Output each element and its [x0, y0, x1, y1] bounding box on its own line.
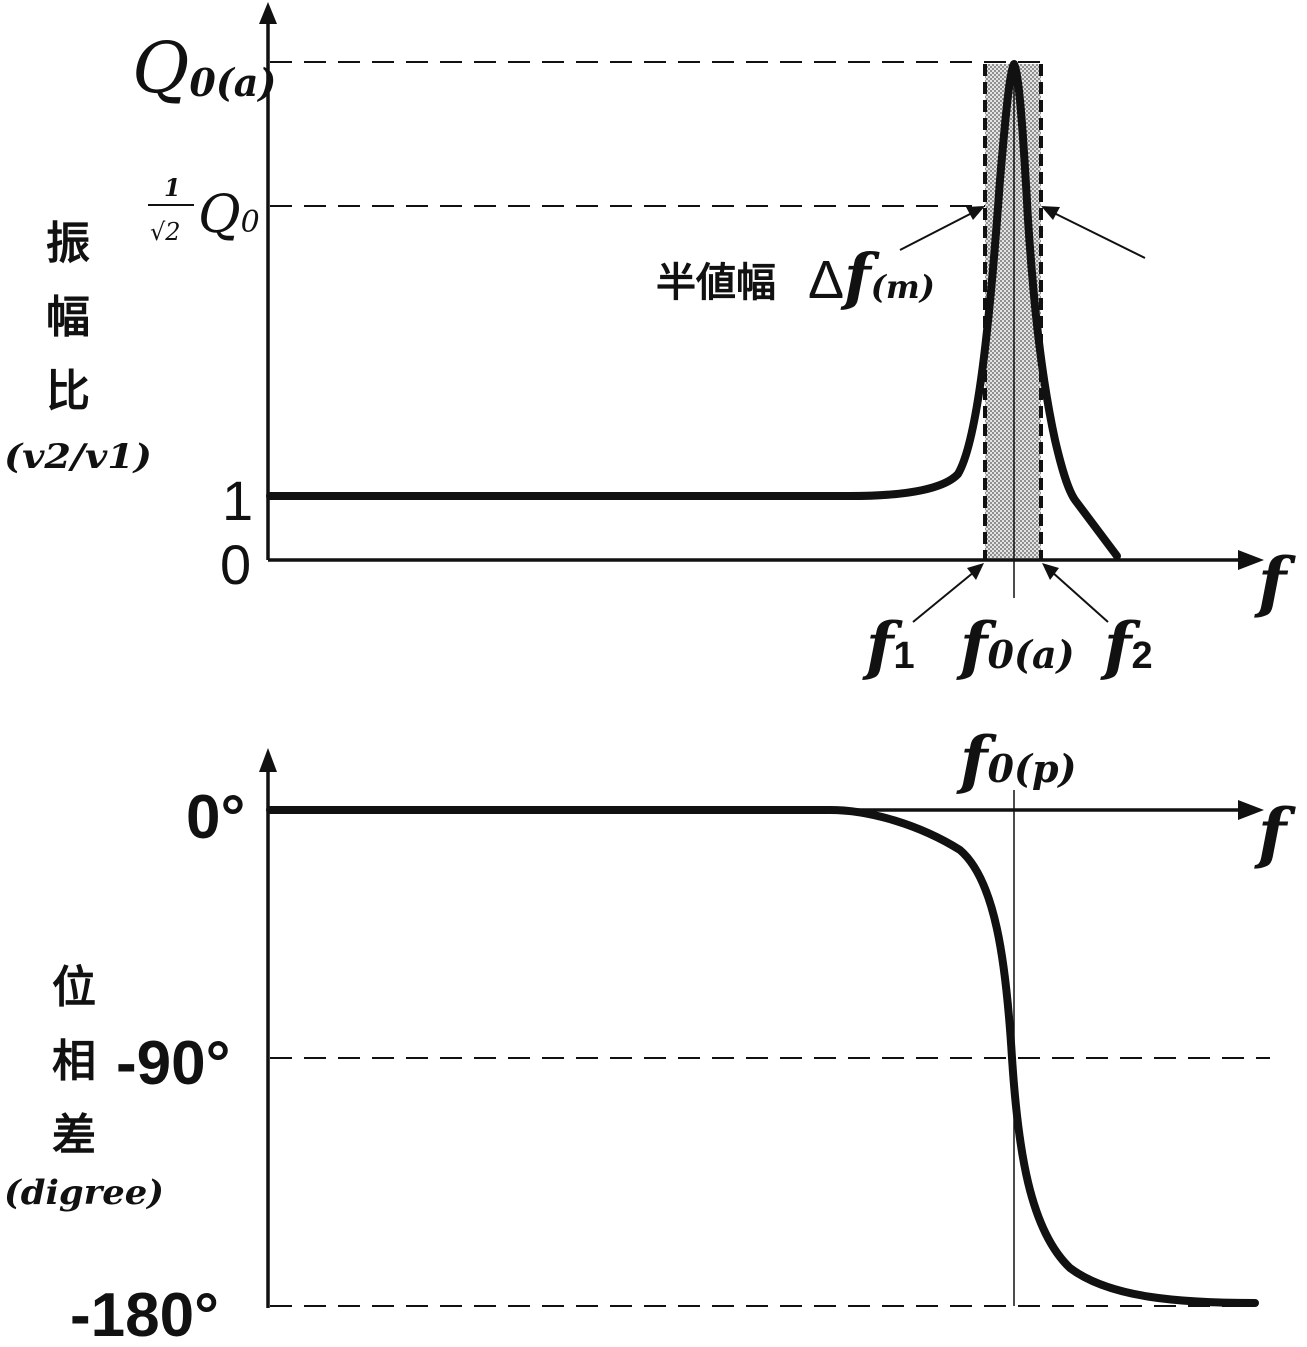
peak-label-sub: 0(a) — [189, 60, 276, 105]
halfpower-numerator: 1 — [164, 173, 181, 202]
y-label-char-1: 振 — [46, 219, 90, 268]
bandwidth-arrowhead-right — [1041, 206, 1060, 220]
x-axis-arrowhead — [1238, 550, 1264, 570]
f1-label-sub: 1 — [894, 635, 915, 677]
bandwidth-arrow-right — [1053, 212, 1146, 259]
tick-label-one: 1 — [222, 469, 253, 532]
y-label-char-2: 幅 — [46, 293, 90, 342]
phase-y-label-unit: (digree) — [4, 1173, 164, 1213]
phase-x-axis-label-f: f — [1254, 794, 1296, 872]
x-axis-label-f: f — [1254, 543, 1296, 621]
bandwidth-band — [985, 64, 1041, 560]
f0p-label-sub: 0(p) — [988, 746, 1077, 791]
phase-y-axis-arrowhead — [259, 748, 277, 772]
halfpower-label-main: Q — [198, 185, 241, 245]
bandwidth-delta: Δ — [808, 250, 844, 310]
peak-label-main: Q — [132, 27, 189, 109]
y-label-char-3: 比 — [46, 367, 90, 416]
f2-arrow — [1051, 571, 1109, 623]
halfpower-label-sub: 0 — [241, 205, 260, 240]
tick-label-minus90deg: -90° — [116, 1029, 230, 1098]
bandwidth-symbol: Δf(m) — [808, 240, 935, 313]
f2-label: f2 — [1100, 609, 1153, 684]
bandwidth-arrow-left — [899, 212, 973, 251]
bandwidth-sub: (m) — [871, 268, 935, 306]
f0p-label: f0(p) — [956, 723, 1077, 798]
y-axis-arrowhead — [259, 2, 277, 24]
amplitude-curve — [266, 60, 1121, 560]
peak-label: Q0(a) — [132, 27, 276, 109]
phase-y-label-char-2: 相 — [52, 1037, 96, 1086]
f0a-label: f0(a) — [956, 609, 1075, 684]
phase-y-label-char-1: 位 — [52, 963, 96, 1012]
f0a-label-sub: 0(a) — [988, 632, 1075, 677]
f2-arrowhead — [1042, 563, 1059, 580]
halfpower-denominator: √2 — [150, 218, 181, 246]
tick-label-zero: 0 — [220, 533, 251, 596]
halfpower-label: Q0 — [198, 185, 260, 245]
bandwidth-text: 半値幅 — [656, 261, 776, 305]
phase-y-label-char-3: 差 — [52, 1111, 96, 1160]
tick-label-minus180deg: -180° — [70, 1281, 219, 1347]
tick-label-0deg: 0° — [186, 783, 245, 852]
phase-chart: f f0(p) 位 相 差 (digree) 0° -90° -180° — [4, 723, 1296, 1347]
amplitude-chart: f 振 幅 比 (v2/v1) Q0(a) 1 √2 Q0 1 0 半値幅 Δf… — [4, 2, 1296, 684]
f1-arrowhead — [967, 563, 984, 580]
bandwidth-arrowhead-left — [966, 206, 985, 220]
phase-curve — [266, 806, 1259, 1307]
f1-arrow — [912, 571, 975, 623]
f1-label: f1 — [862, 609, 915, 684]
phase-x-axis-arrowhead — [1238, 800, 1264, 820]
y-label-unit: (v2/v1) — [4, 437, 152, 477]
f2-label-sub: 2 — [1132, 635, 1153, 677]
